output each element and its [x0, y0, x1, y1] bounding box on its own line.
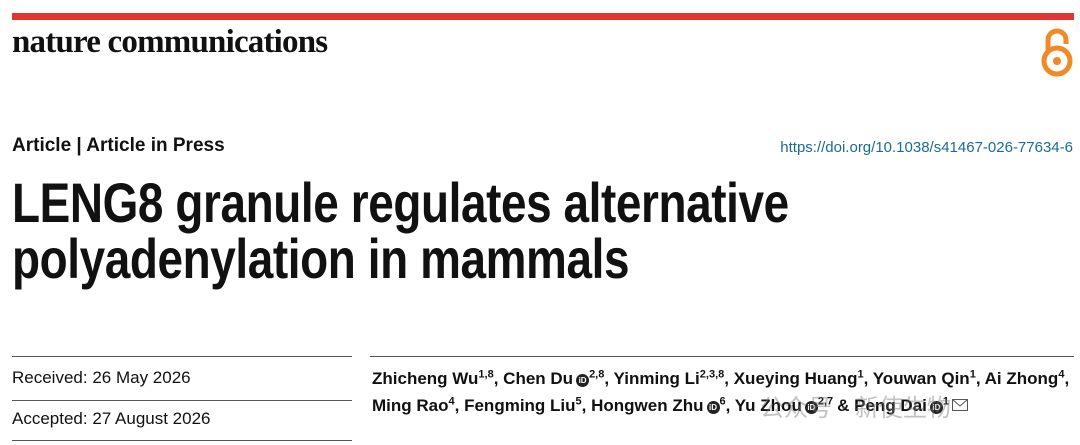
author-name[interactable]: Zhicheng Wu — [372, 369, 479, 388]
author-name[interactable]: Youwan Qin — [872, 369, 970, 388]
affiliation-sup: 2,8 — [589, 368, 605, 381]
orcid-icon: iD — [706, 401, 720, 414]
affiliation-sup: 5 — [575, 395, 582, 408]
author-name[interactable]: Yinming Li — [613, 369, 700, 388]
open-access-icon — [1041, 28, 1073, 77]
affiliation-sup: 1,8 — [478, 368, 494, 381]
separator: , — [975, 369, 981, 388]
received-date: Received: 26 May 2026 — [12, 368, 191, 387]
orcid-icon: iD — [804, 401, 818, 414]
affiliation-sup: 6 — [719, 395, 726, 408]
article-type: Article | Article in Press — [12, 135, 225, 156]
orcid-icon: iD — [576, 374, 590, 387]
accepted-date: Accepted: 27 August 2026 — [12, 409, 211, 428]
author-name[interactable]: Chen Du — [503, 369, 574, 388]
author-name[interactable]: Xueying Huang — [733, 369, 858, 388]
divider — [12, 400, 352, 401]
separator: , — [863, 369, 869, 388]
affiliation-sup: 1 — [857, 368, 864, 381]
divider — [12, 356, 352, 357]
watermark: 公众号 · 新使生物 — [760, 394, 951, 422]
separator: , — [454, 396, 460, 415]
separator: , — [724, 369, 729, 388]
author-name[interactable]: Ming Rao — [372, 396, 449, 415]
author-name[interactable]: Peng Dai — [854, 396, 927, 415]
author-name[interactable]: Ai Zhong — [984, 369, 1059, 388]
email-icon[interactable] — [952, 399, 969, 411]
separator: , — [725, 396, 731, 415]
title-line: LENG8 granule regulates alternative — [12, 171, 789, 234]
separator: , — [581, 396, 587, 415]
divider — [12, 440, 352, 441]
separator: , — [1064, 369, 1070, 388]
doi-link[interactable]: https://doi.org/10.1038/s41467-026-77634… — [780, 139, 1073, 156]
affiliation-sup: 2,3,8 — [699, 368, 725, 381]
title-line: polyadenylation in mammals — [12, 227, 630, 290]
separator: , — [493, 369, 499, 388]
author-name[interactable]: Fengming Liu — [464, 396, 576, 415]
author-name[interactable]: Yu Zhou — [734, 396, 802, 415]
affiliation-sup: 4 — [448, 395, 455, 408]
journal-name: nature communications — [12, 24, 328, 60]
author-name[interactable]: Hongwen Zhu — [591, 396, 704, 415]
divider — [370, 356, 1074, 357]
affiliation-sup: 1 — [942, 395, 950, 408]
affiliation-sup: 1 — [969, 368, 976, 381]
author-list: Zhicheng Wu1,8, Chen Du iD2,8, Yinming Li… — [372, 365, 1072, 419]
separator: & — [837, 396, 850, 415]
orcid-icon: iD — [929, 401, 943, 414]
affiliation-sup: 4 — [1058, 368, 1065, 381]
affiliation-sup: 2,7 — [817, 395, 834, 408]
separator: , — [604, 369, 610, 388]
top-bar — [12, 13, 1074, 20]
